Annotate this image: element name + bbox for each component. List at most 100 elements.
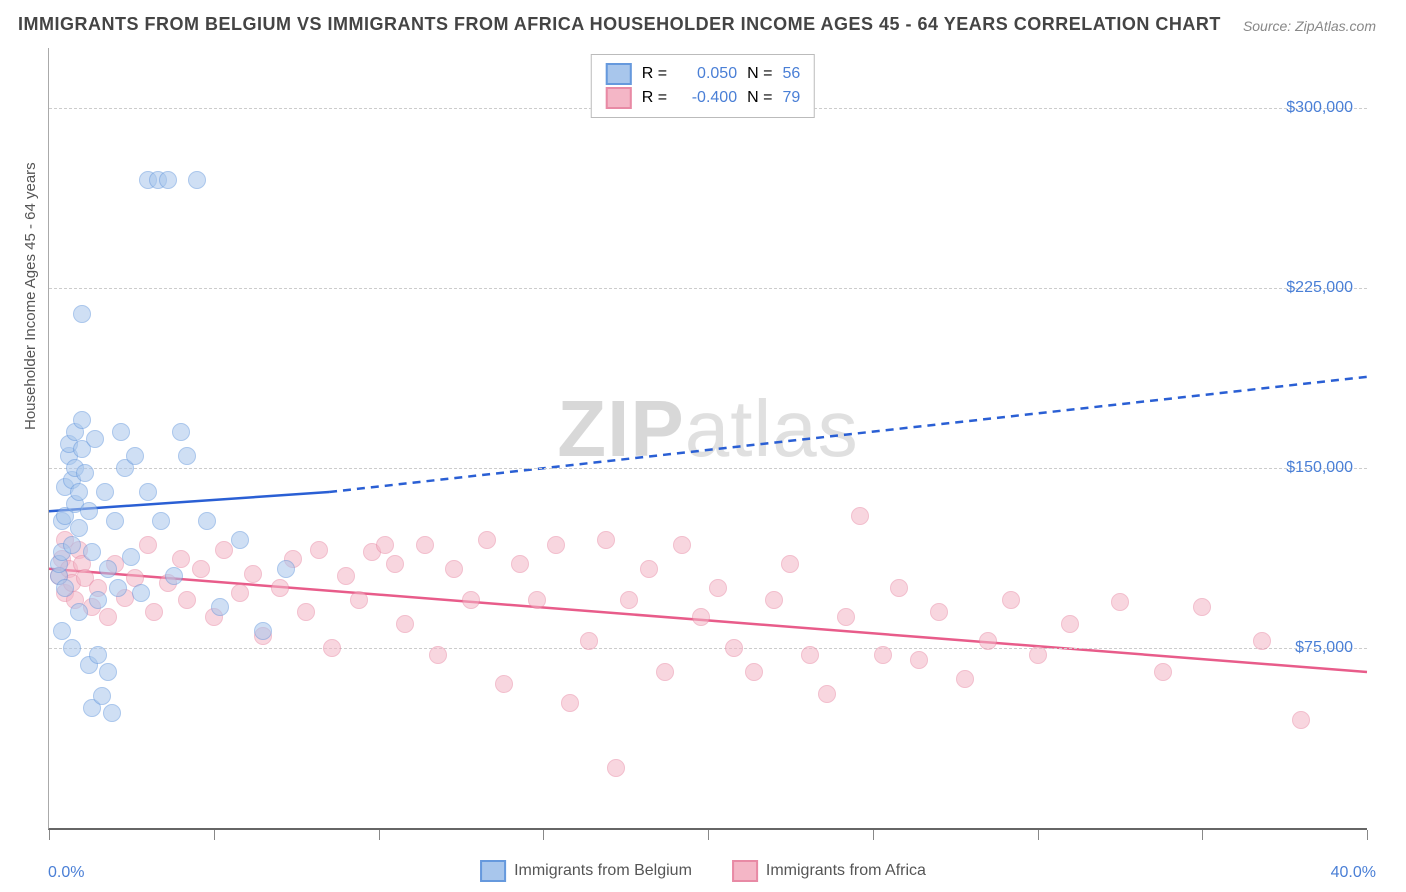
scatter-point	[323, 639, 341, 657]
scatter-point	[172, 550, 190, 568]
scatter-point	[1111, 593, 1129, 611]
scatter-point	[80, 502, 98, 520]
n-value-belgium: 56	[782, 65, 800, 83]
scatter-point	[159, 171, 177, 189]
chart-area: ZIPatlas $75,000$150,000$225,000$300,000	[48, 48, 1367, 830]
x-min-label: 0.0%	[48, 864, 84, 882]
scatter-point	[462, 591, 480, 609]
x-tick-mark	[49, 830, 50, 840]
scatter-point	[139, 536, 157, 554]
scatter-point	[70, 603, 88, 621]
scatter-point	[781, 555, 799, 573]
scatter-point	[244, 565, 262, 583]
scatter-point	[215, 541, 233, 559]
scatter-point	[122, 548, 140, 566]
scatter-point	[478, 531, 496, 549]
scatter-point	[99, 663, 117, 681]
scatter-point	[765, 591, 783, 609]
y-axis-label: Householder Income Ages 45 - 64 years	[22, 162, 39, 430]
x-tick-mark	[873, 830, 874, 840]
scatter-point	[172, 423, 190, 441]
scatter-point	[1002, 591, 1020, 609]
y-tick-label: $225,000	[1286, 279, 1353, 297]
scatter-point	[445, 560, 463, 578]
scatter-point	[547, 536, 565, 554]
x-tick-mark	[708, 830, 709, 840]
scatter-point	[152, 512, 170, 530]
scatter-point	[607, 759, 625, 777]
scatter-point	[709, 579, 727, 597]
scatter-point	[56, 579, 74, 597]
scatter-point	[96, 483, 114, 501]
scatter-point	[188, 171, 206, 189]
scatter-point	[254, 622, 272, 640]
scatter-point	[76, 464, 94, 482]
scatter-point	[801, 646, 819, 664]
scatter-point	[99, 608, 117, 626]
y-tick-label: $150,000	[1286, 459, 1353, 477]
scatter-point	[178, 447, 196, 465]
scatter-point	[63, 639, 81, 657]
scatter-point	[874, 646, 892, 664]
scatter-point	[910, 651, 928, 669]
gridline	[49, 468, 1367, 469]
scatter-point	[103, 704, 121, 722]
source-label: Source: ZipAtlas.com	[1243, 18, 1376, 34]
scatter-point	[1253, 632, 1271, 650]
scatter-point	[597, 531, 615, 549]
scatter-point	[297, 603, 315, 621]
scatter-point	[198, 512, 216, 530]
scatter-point	[656, 663, 674, 681]
r-label: R =	[642, 65, 667, 83]
trend-lines-svg	[49, 48, 1367, 828]
scatter-point	[495, 675, 513, 693]
scatter-point	[416, 536, 434, 554]
scatter-point	[818, 685, 836, 703]
swatch-belgium	[606, 63, 632, 85]
x-tick-mark	[1367, 830, 1368, 840]
scatter-point	[139, 483, 157, 501]
r-value-africa: -0.400	[677, 89, 737, 107]
scatter-point	[620, 591, 638, 609]
n-label: N =	[747, 89, 772, 107]
x-max-label: 40.0%	[1331, 864, 1376, 882]
scatter-point	[211, 598, 229, 616]
chart-title: IMMIGRANTS FROM BELGIUM VS IMMIGRANTS FR…	[18, 14, 1221, 35]
legend-stats: R = 0.050 N = 56 R = -0.400 N = 79	[591, 54, 815, 118]
scatter-point	[930, 603, 948, 621]
scatter-point	[1292, 711, 1310, 729]
scatter-point	[112, 423, 130, 441]
scatter-point	[725, 639, 743, 657]
legend-series: Immigrants from Belgium Immigrants from …	[480, 860, 926, 882]
scatter-point	[1154, 663, 1172, 681]
scatter-point	[132, 584, 150, 602]
gridline	[49, 648, 1367, 649]
scatter-point	[376, 536, 394, 554]
swatch-belgium-icon	[480, 860, 506, 882]
scatter-point	[231, 584, 249, 602]
y-tick-label: $75,000	[1295, 639, 1353, 657]
scatter-point	[53, 622, 71, 640]
scatter-point	[337, 567, 355, 585]
scatter-point	[106, 512, 124, 530]
scatter-point	[83, 543, 101, 561]
scatter-point	[640, 560, 658, 578]
swatch-africa-icon	[732, 860, 758, 882]
scatter-point	[837, 608, 855, 626]
scatter-point	[89, 591, 107, 609]
scatter-point	[271, 579, 289, 597]
r-value-belgium: 0.050	[677, 65, 737, 83]
scatter-point	[99, 560, 117, 578]
scatter-point	[89, 646, 107, 664]
scatter-point	[580, 632, 598, 650]
legend-label-africa: Immigrants from Africa	[766, 862, 926, 880]
legend-item-africa: Immigrants from Africa	[732, 860, 926, 882]
r-label: R =	[642, 89, 667, 107]
gridline	[49, 288, 1367, 289]
scatter-point	[63, 536, 81, 554]
scatter-point	[386, 555, 404, 573]
legend-row-africa: R = -0.400 N = 79	[606, 87, 800, 109]
scatter-point	[70, 483, 88, 501]
scatter-point	[86, 430, 104, 448]
scatter-point	[145, 603, 163, 621]
